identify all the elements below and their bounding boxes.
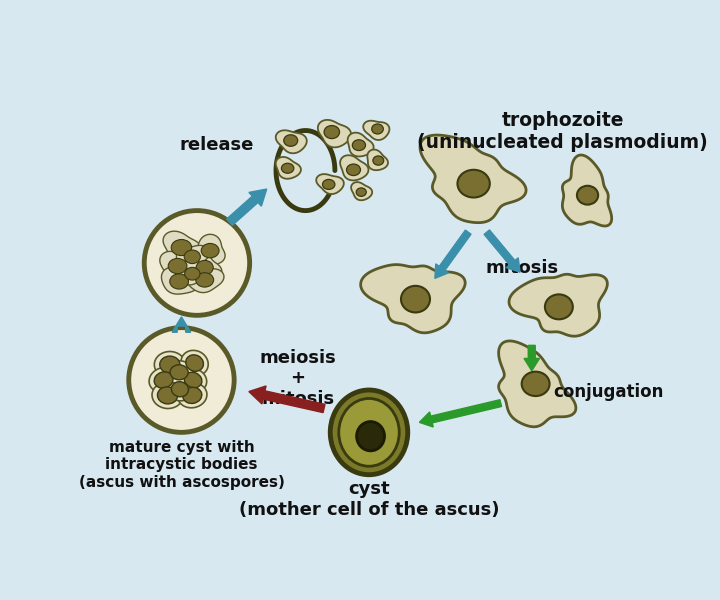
Polygon shape <box>195 235 225 265</box>
Polygon shape <box>276 130 307 153</box>
Text: cyst
(mother cell of the ascus): cyst (mother cell of the ascus) <box>239 480 499 519</box>
Polygon shape <box>420 135 526 223</box>
Polygon shape <box>351 182 372 200</box>
Polygon shape <box>177 264 210 285</box>
Ellipse shape <box>352 140 366 151</box>
Ellipse shape <box>339 398 399 466</box>
Ellipse shape <box>330 390 408 475</box>
Ellipse shape <box>181 350 208 376</box>
Ellipse shape <box>401 286 430 313</box>
Text: mature cyst with
intracystic bodies
(ascus with ascospores): mature cyst with intracystic bodies (asc… <box>78 440 284 490</box>
Polygon shape <box>276 157 301 179</box>
Ellipse shape <box>129 328 234 433</box>
Ellipse shape <box>184 250 200 263</box>
Ellipse shape <box>545 295 573 319</box>
Ellipse shape <box>144 211 250 316</box>
Polygon shape <box>186 269 224 293</box>
Ellipse shape <box>323 179 335 190</box>
Text: trophozoite
(uninucleated plasmodium): trophozoite (uninucleated plasmodium) <box>418 110 708 151</box>
Ellipse shape <box>356 188 366 196</box>
Polygon shape <box>509 274 608 336</box>
Polygon shape <box>160 251 197 280</box>
Polygon shape <box>340 155 369 181</box>
Text: mitosis: mitosis <box>485 259 559 277</box>
Ellipse shape <box>168 259 187 274</box>
Ellipse shape <box>167 377 193 401</box>
Ellipse shape <box>178 383 207 408</box>
Ellipse shape <box>196 273 214 287</box>
Ellipse shape <box>165 361 193 384</box>
Polygon shape <box>348 133 374 157</box>
Ellipse shape <box>149 367 178 392</box>
Ellipse shape <box>196 260 213 275</box>
Ellipse shape <box>170 365 188 380</box>
Polygon shape <box>191 253 222 280</box>
Polygon shape <box>367 149 388 170</box>
Ellipse shape <box>184 268 200 280</box>
Ellipse shape <box>356 422 384 451</box>
Ellipse shape <box>457 170 490 197</box>
Text: conjugation: conjugation <box>554 383 664 401</box>
FancyArrow shape <box>484 230 520 272</box>
Ellipse shape <box>154 372 173 388</box>
Polygon shape <box>316 174 344 194</box>
Ellipse shape <box>201 244 219 258</box>
Text: meiosis
+
mitosis: meiosis + mitosis <box>259 349 336 408</box>
FancyArrow shape <box>435 230 471 278</box>
Polygon shape <box>499 341 576 427</box>
Polygon shape <box>318 120 351 148</box>
FancyArrow shape <box>419 400 502 427</box>
Ellipse shape <box>160 356 180 373</box>
Ellipse shape <box>282 163 294 173</box>
Ellipse shape <box>184 372 202 388</box>
Ellipse shape <box>284 135 297 146</box>
FancyArrow shape <box>524 346 539 371</box>
Polygon shape <box>176 245 210 269</box>
Polygon shape <box>361 265 465 333</box>
Ellipse shape <box>183 388 202 403</box>
Polygon shape <box>364 121 390 140</box>
Ellipse shape <box>373 156 384 165</box>
Ellipse shape <box>179 368 207 392</box>
Polygon shape <box>562 155 612 226</box>
Polygon shape <box>163 231 201 263</box>
Ellipse shape <box>577 186 598 205</box>
FancyArrow shape <box>227 189 266 226</box>
FancyArrow shape <box>249 386 325 413</box>
Ellipse shape <box>171 382 189 397</box>
Ellipse shape <box>186 355 204 371</box>
Ellipse shape <box>170 274 189 289</box>
Ellipse shape <box>324 125 340 139</box>
Ellipse shape <box>158 387 178 404</box>
Text: release: release <box>180 136 254 154</box>
Ellipse shape <box>522 371 549 396</box>
FancyArrow shape <box>172 317 191 332</box>
Ellipse shape <box>152 382 183 409</box>
Ellipse shape <box>346 164 361 176</box>
Ellipse shape <box>171 239 192 256</box>
Ellipse shape <box>154 352 185 377</box>
Ellipse shape <box>372 124 383 134</box>
Polygon shape <box>161 267 199 294</box>
